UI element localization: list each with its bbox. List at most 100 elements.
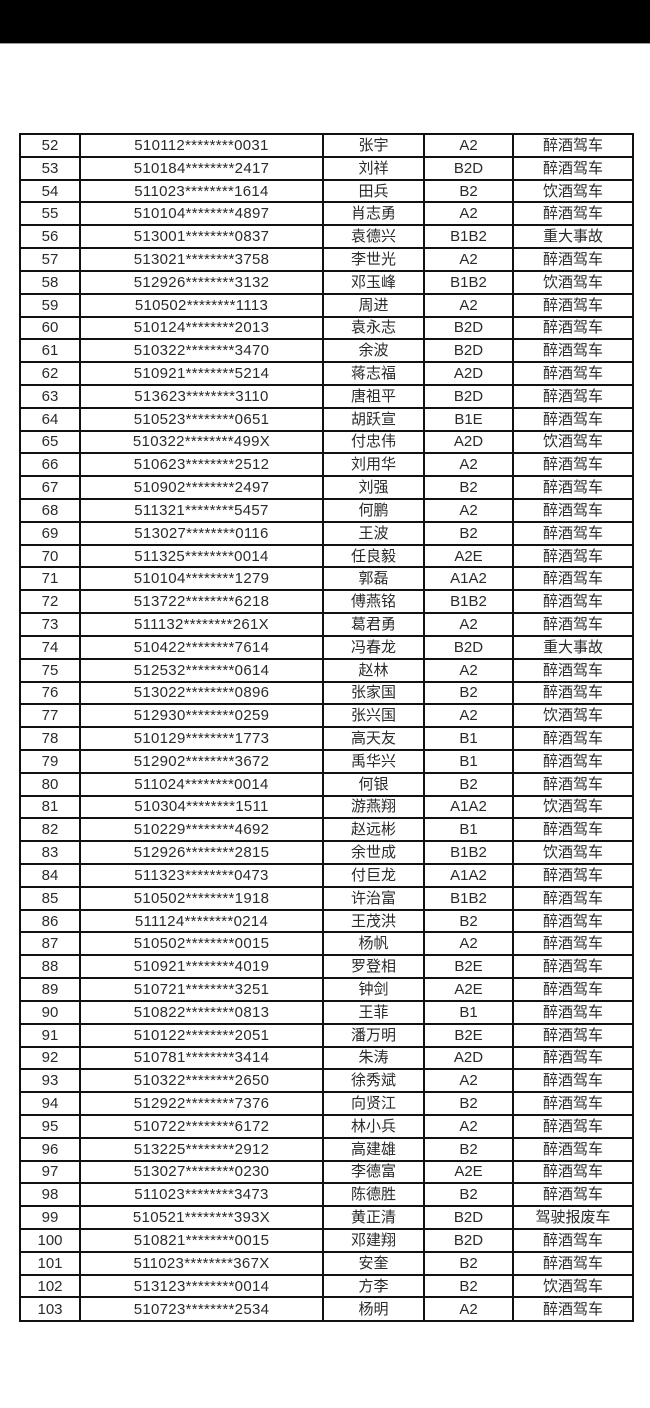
cell-violation: 醉酒驾车: [512, 133, 634, 158]
cell-no: 91: [19, 1022, 81, 1048]
cell-violation: 醉酒驾车: [512, 817, 634, 843]
cell-id: 510722********6172: [79, 1113, 324, 1139]
cell-id: 510723********2534: [79, 1296, 324, 1322]
cell-license: A2E: [423, 1159, 514, 1185]
cell-id: 511325********0014: [79, 543, 324, 569]
cell-license: B1: [423, 726, 514, 751]
cell-license: A2D: [423, 429, 514, 455]
cell-no: 83: [19, 840, 81, 865]
cell-no: 99: [19, 1205, 81, 1230]
cell-violation: 醉酒驾车: [512, 863, 634, 888]
table-row: 57 513021********3758 李世光 A2 醉酒驾车: [19, 247, 634, 272]
cell-name: 刘用华: [322, 452, 425, 478]
cell-license: B1: [423, 817, 514, 843]
cell-license: A2: [423, 201, 514, 227]
cell-name: 黄正清: [322, 1205, 425, 1230]
cell-violation: 醉酒驾车: [512, 315, 634, 341]
table-row: 64 510523********0651 胡跃宣 B1E 醉酒驾车: [19, 406, 634, 432]
cell-id: 510921********4019: [79, 954, 324, 980]
cell-violation: 醉酒驾车: [512, 748, 634, 774]
cell-no: 53: [19, 155, 81, 181]
cell-license: A2D: [423, 361, 514, 386]
table-row: 65 510322********499X 付忠伟 A2D 饮酒驾车: [19, 429, 634, 455]
cell-no: 77: [19, 703, 81, 729]
table-row: 97 513027********0230 李德富 A2E 醉酒驾车: [19, 1159, 634, 1185]
table-row: 76 513022********0896 张家国 B2 醉酒驾车: [19, 680, 634, 706]
cell-id: 510523********0651: [79, 406, 324, 432]
table-row: 90 510822********0813 王菲 B1 醉酒驾车: [19, 999, 634, 1025]
cell-name: 刘祥: [322, 155, 425, 181]
cell-name: 方李: [322, 1273, 425, 1299]
cell-violation: 醉酒驾车: [512, 612, 634, 637]
table-row: 83 512926********2815 余世成 B1B2 饮酒驾车: [19, 840, 634, 865]
cell-name: 钟剑: [322, 977, 425, 1002]
table-row: 102 513123********0014 方李 B2 饮酒驾车: [19, 1273, 634, 1299]
cell-name: 邓建翔: [322, 1228, 425, 1253]
cell-id: 510229********4692: [79, 817, 324, 843]
cell-violation: 饮酒驾车: [512, 794, 634, 820]
cell-violation: 饮酒驾车: [512, 178, 634, 204]
cell-violation: 醉酒驾车: [512, 1091, 634, 1116]
table-row: 56 513001********0837 袁德兴 B1B2 重大事故: [19, 224, 634, 250]
cell-id: 513225********2912: [79, 1136, 324, 1162]
cell-name: 高天友: [322, 726, 425, 751]
cell-name: 胡跃宣: [322, 406, 425, 432]
cell-name: 付忠伟: [322, 429, 425, 455]
cell-no: 55: [19, 201, 81, 227]
cell-id: 512902********3672: [79, 748, 324, 774]
cell-name: 潘万明: [322, 1022, 425, 1048]
cell-name: 蒋志福: [322, 361, 425, 386]
cell-violation: 醉酒驾车: [512, 520, 634, 546]
cell-violation: 饮酒驾车: [512, 840, 634, 865]
cell-id: 510902********2497: [79, 475, 324, 500]
table-row: 72 513722********6218 傅燕铭 B1B2 醉酒驾车: [19, 589, 634, 615]
cell-license: A2: [423, 612, 514, 637]
cell-name: 何鹏: [322, 498, 425, 523]
cell-name: 袁德兴: [322, 224, 425, 250]
cell-name: 邓玉峰: [322, 269, 425, 295]
cell-no: 78: [19, 726, 81, 751]
cell-license: B2: [423, 908, 514, 934]
cell-id: 511321********5457: [79, 498, 324, 523]
table-row: 70 511325********0014 任良毅 A2E 醉酒驾车: [19, 543, 634, 569]
cell-no: 57: [19, 247, 81, 272]
cell-license: B2: [423, 1091, 514, 1116]
cell-name: 田兵: [322, 178, 425, 204]
table-row: 96 513225********2912 高建雄 B2 醉酒驾车: [19, 1136, 634, 1162]
cell-id: 510184********2417: [79, 155, 324, 181]
cell-no: 95: [19, 1113, 81, 1139]
cell-name: 陈德胜: [322, 1182, 425, 1208]
cell-name: 杨帆: [322, 931, 425, 957]
cell-no: 66: [19, 452, 81, 478]
cell-id: 510104********1279: [79, 566, 324, 592]
cell-license: B2D: [423, 338, 514, 364]
cell-name: 罗登相: [322, 954, 425, 980]
cell-name: 徐秀斌: [322, 1068, 425, 1094]
cell-no: 85: [19, 885, 81, 911]
cell-license: B1B2: [423, 885, 514, 911]
cell-no: 72: [19, 589, 81, 615]
table-row: 62 510921********5214 蒋志福 A2D 醉酒驾车: [19, 361, 634, 386]
cell-no: 84: [19, 863, 81, 888]
table-row: 78 510129********1773 高天友 B1 醉酒驾车: [19, 726, 634, 751]
cell-violation: 醉酒驾车: [512, 338, 634, 364]
cell-id: 513027********0116: [79, 520, 324, 546]
cell-id: 510623********2512: [79, 452, 324, 478]
cell-name: 高建雄: [322, 1136, 425, 1162]
cell-license: B1B2: [423, 840, 514, 865]
cell-id: 511323********0473: [79, 863, 324, 888]
document-area: 52 510112********0031 张宇 A2 醉酒驾车 53 510184****…: [0, 44, 650, 1408]
cell-id: 510422********7614: [79, 634, 324, 660]
cell-no: 92: [19, 1045, 81, 1071]
cell-violation: 重大事故: [512, 634, 634, 660]
cell-no: 59: [19, 292, 81, 318]
cell-name: 袁永志: [322, 315, 425, 341]
cell-name: 朱涛: [322, 1045, 425, 1071]
cell-no: 52: [19, 133, 81, 158]
table-row: 89 510721********3251 钟剑 A2E 醉酒驾车: [19, 977, 634, 1002]
cell-no: 86: [19, 908, 81, 934]
cell-license: B2E: [423, 954, 514, 980]
cell-violation: 醉酒驾车: [512, 475, 634, 500]
cell-license: B2: [423, 178, 514, 204]
cell-no: 90: [19, 999, 81, 1025]
